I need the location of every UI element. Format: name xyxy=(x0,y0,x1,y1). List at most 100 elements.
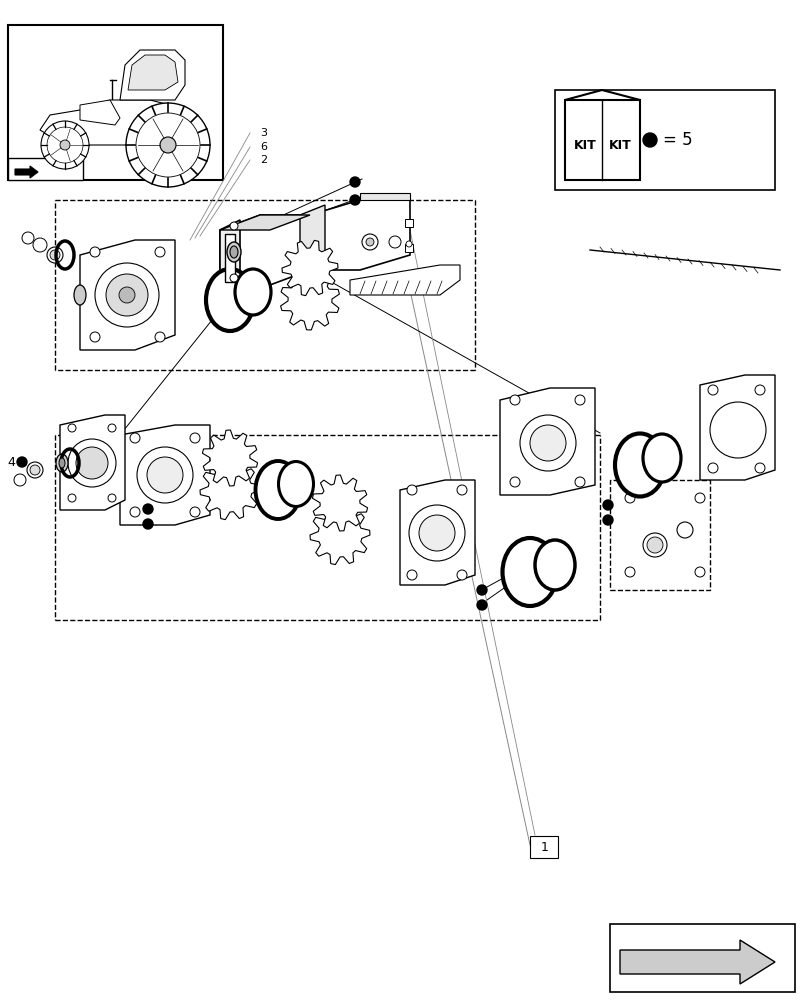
Ellipse shape xyxy=(74,285,86,305)
Circle shape xyxy=(147,457,182,493)
Circle shape xyxy=(476,585,487,595)
Circle shape xyxy=(90,247,100,257)
Polygon shape xyxy=(80,100,120,125)
Circle shape xyxy=(476,600,487,610)
Circle shape xyxy=(328,524,350,546)
Circle shape xyxy=(509,477,519,487)
Polygon shape xyxy=(220,215,310,230)
Polygon shape xyxy=(620,940,774,984)
Circle shape xyxy=(50,250,60,260)
Circle shape xyxy=(137,447,193,503)
Polygon shape xyxy=(310,505,370,565)
Circle shape xyxy=(707,463,717,473)
Circle shape xyxy=(76,447,108,479)
Circle shape xyxy=(603,500,612,510)
Circle shape xyxy=(624,567,634,577)
Ellipse shape xyxy=(642,434,680,482)
Circle shape xyxy=(406,570,417,580)
Circle shape xyxy=(754,385,764,395)
Circle shape xyxy=(298,289,320,311)
Polygon shape xyxy=(299,205,324,270)
Circle shape xyxy=(409,505,465,561)
Bar xyxy=(8,158,83,180)
Circle shape xyxy=(574,395,584,405)
Polygon shape xyxy=(350,265,460,295)
Polygon shape xyxy=(40,100,195,145)
Polygon shape xyxy=(200,460,260,520)
Ellipse shape xyxy=(206,269,254,331)
Circle shape xyxy=(418,515,454,551)
Circle shape xyxy=(14,474,26,486)
Circle shape xyxy=(90,332,100,342)
Ellipse shape xyxy=(278,462,313,506)
Polygon shape xyxy=(281,240,337,296)
Polygon shape xyxy=(220,220,240,285)
Circle shape xyxy=(130,507,139,517)
Circle shape xyxy=(155,247,165,257)
Circle shape xyxy=(160,137,176,153)
Circle shape xyxy=(41,121,89,169)
Circle shape xyxy=(519,415,575,471)
Ellipse shape xyxy=(534,540,574,590)
Circle shape xyxy=(581,111,588,119)
Circle shape xyxy=(230,274,238,282)
Circle shape xyxy=(108,424,116,432)
Circle shape xyxy=(119,287,135,303)
Circle shape xyxy=(694,567,704,577)
Bar xyxy=(8,25,223,180)
Polygon shape xyxy=(310,200,410,270)
Circle shape xyxy=(646,537,663,553)
Circle shape xyxy=(27,462,43,478)
Circle shape xyxy=(30,465,40,475)
Ellipse shape xyxy=(255,461,300,519)
Bar xyxy=(530,836,557,858)
Circle shape xyxy=(616,112,623,119)
Circle shape xyxy=(676,522,692,538)
Circle shape xyxy=(219,479,241,501)
Text: KIT: KIT xyxy=(573,139,595,152)
Circle shape xyxy=(190,433,200,443)
Circle shape xyxy=(329,493,350,513)
Polygon shape xyxy=(60,415,125,510)
Circle shape xyxy=(530,425,565,461)
Circle shape xyxy=(603,515,612,525)
Circle shape xyxy=(68,439,116,487)
Circle shape xyxy=(694,493,704,503)
Polygon shape xyxy=(120,50,185,100)
Circle shape xyxy=(709,402,765,458)
Ellipse shape xyxy=(59,458,65,468)
Circle shape xyxy=(388,236,401,248)
Polygon shape xyxy=(15,166,38,178)
Bar xyxy=(405,244,413,252)
Circle shape xyxy=(108,494,116,502)
Text: 1: 1 xyxy=(540,841,548,854)
Bar xyxy=(225,272,234,282)
Circle shape xyxy=(135,113,200,177)
Polygon shape xyxy=(120,425,210,525)
Circle shape xyxy=(642,133,656,147)
Bar xyxy=(609,924,794,992)
Circle shape xyxy=(366,238,374,246)
Ellipse shape xyxy=(502,538,557,606)
Circle shape xyxy=(22,232,34,244)
Circle shape xyxy=(47,127,83,163)
Circle shape xyxy=(95,263,159,327)
Circle shape xyxy=(60,140,70,150)
Text: = 5: = 5 xyxy=(663,131,692,149)
Circle shape xyxy=(126,103,210,187)
Bar xyxy=(554,90,774,190)
Polygon shape xyxy=(80,240,175,350)
Circle shape xyxy=(362,234,378,250)
Polygon shape xyxy=(281,270,339,330)
Circle shape xyxy=(155,332,165,342)
Text: 2: 2 xyxy=(260,155,267,165)
Polygon shape xyxy=(500,388,594,495)
Bar xyxy=(405,219,413,227)
Circle shape xyxy=(33,238,47,252)
Polygon shape xyxy=(359,193,410,200)
Circle shape xyxy=(299,258,320,278)
Circle shape xyxy=(574,477,584,487)
Bar xyxy=(564,100,639,180)
Circle shape xyxy=(47,247,63,263)
Circle shape xyxy=(68,494,76,502)
